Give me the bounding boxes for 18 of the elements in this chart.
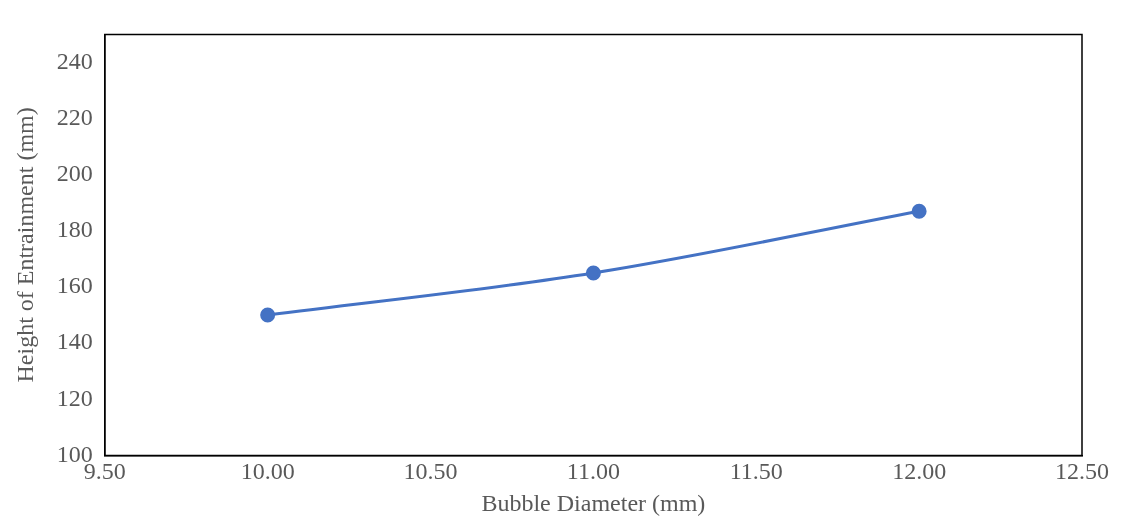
x-tick-label: 11.50	[729, 458, 783, 485]
x-axis-title: Bubble Diameter (mm)	[481, 489, 706, 516]
y-tick-label: 220	[56, 103, 93, 130]
y-tick-label: 120	[56, 384, 93, 411]
y-tick-label: 200	[56, 160, 93, 187]
point	[260, 307, 276, 323]
x-tick-label: 10.00	[240, 458, 295, 485]
y-tick-label: 180	[56, 216, 93, 243]
y-tick-label: 140	[56, 328, 93, 355]
y-tick-label: 240	[56, 47, 93, 74]
x-tick-label: 12.50	[1055, 458, 1109, 485]
x-tick-label: 10.50	[403, 458, 458, 485]
y-tick-label: 160	[56, 272, 93, 299]
point	[911, 203, 927, 219]
point	[585, 265, 601, 281]
x-tick-label: 11.00	[566, 458, 620, 485]
x-tick-label: 12.00	[892, 458, 947, 485]
y-axis-title: Height of Entrainment (mm)	[11, 107, 38, 383]
